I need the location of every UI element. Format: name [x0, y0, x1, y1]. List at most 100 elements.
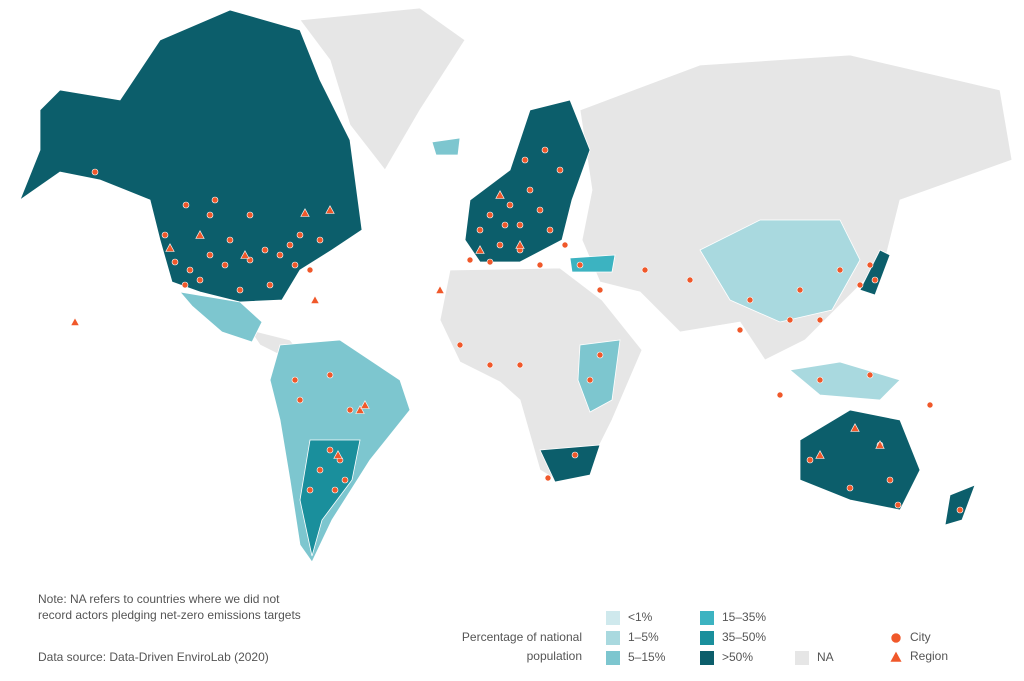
city-marker	[536, 206, 544, 214]
city-marker	[261, 246, 269, 254]
city-marker	[186, 266, 194, 274]
city-marker	[196, 276, 204, 284]
city-marker	[596, 351, 604, 359]
legend-swatch	[700, 651, 714, 665]
city-marker	[246, 211, 254, 219]
region-marker	[165, 243, 175, 252]
city-marker	[786, 316, 794, 324]
region-marker	[889, 650, 903, 663]
legend-swatch	[700, 611, 714, 625]
iceland	[431, 137, 461, 156]
city-marker	[886, 476, 894, 484]
city-marker	[856, 281, 864, 289]
region-marker	[195, 230, 205, 239]
city-marker	[496, 241, 504, 249]
region-marker	[360, 400, 370, 409]
legend-label: <1%	[628, 610, 653, 624]
city-marker	[161, 231, 169, 239]
city-marker	[894, 501, 902, 509]
city-marker	[236, 286, 244, 294]
city-marker	[326, 446, 334, 454]
city-marker	[486, 258, 494, 266]
city-marker	[182, 201, 190, 209]
legend-label: NA	[817, 650, 834, 664]
city-marker	[816, 376, 824, 384]
world-map	[19, 7, 1013, 563]
europe	[464, 99, 591, 263]
city-marker	[556, 166, 564, 174]
city-marker	[326, 371, 334, 379]
actor-markers	[70, 146, 964, 514]
city-marker	[536, 261, 544, 269]
mexico	[178, 291, 263, 343]
china	[699, 219, 861, 323]
city-marker	[541, 146, 549, 154]
turkey	[569, 254, 616, 273]
north-america	[19, 9, 363, 303]
city-marker	[181, 281, 189, 289]
region-marker	[333, 450, 343, 459]
city-marker	[306, 266, 314, 274]
city-marker	[926, 401, 934, 409]
legend-swatch	[606, 611, 620, 625]
legend-swatch	[606, 631, 620, 645]
southeast-asia	[789, 361, 901, 401]
city-marker	[641, 266, 649, 274]
city-marker	[171, 258, 179, 266]
city-marker	[871, 276, 879, 284]
africa	[439, 267, 643, 483]
note-line: record actors pledging net-zero emission…	[38, 608, 301, 622]
legend-label: City	[910, 630, 931, 644]
city-marker	[276, 251, 284, 259]
region-marker	[70, 317, 80, 326]
australia	[799, 409, 921, 511]
japan	[859, 249, 891, 296]
city-marker	[776, 391, 784, 399]
city-marker	[516, 361, 524, 369]
city-marker	[296, 231, 304, 239]
city-marker	[836, 266, 844, 274]
region-marker	[355, 405, 365, 414]
legend-label: Region	[910, 649, 948, 663]
region-marker	[325, 205, 335, 214]
city-marker	[476, 226, 484, 234]
city-marker	[526, 186, 534, 194]
legend-swatch	[606, 651, 620, 665]
region-marker	[435, 285, 445, 294]
city-marker	[291, 376, 299, 384]
argentina	[299, 439, 361, 557]
city-marker	[221, 261, 229, 269]
city-marker	[796, 286, 804, 294]
city-marker	[91, 168, 99, 176]
city-marker	[546, 226, 554, 234]
region-marker	[495, 190, 505, 199]
city-marker	[296, 396, 304, 404]
city-marker	[866, 261, 874, 269]
region-marker	[310, 295, 320, 304]
legend-label: >50%	[722, 650, 753, 664]
city-marker	[486, 211, 494, 219]
city-marker	[846, 484, 854, 492]
city-marker	[346, 406, 354, 414]
region-marker	[300, 208, 310, 217]
city-marker	[206, 251, 214, 259]
city-marker	[341, 476, 349, 484]
east-africa	[577, 339, 621, 413]
legend-swatch	[700, 631, 714, 645]
legend-label: 15–35%	[722, 610, 766, 624]
city-marker	[586, 376, 594, 384]
city-marker	[501, 221, 509, 229]
city-marker	[596, 286, 604, 294]
city-marker	[890, 632, 902, 644]
legend-swatch	[795, 651, 809, 665]
city-marker	[206, 211, 214, 219]
city-marker	[211, 196, 219, 204]
city-marker	[571, 451, 579, 459]
region-marker	[240, 250, 250, 259]
city-marker	[286, 241, 294, 249]
region-marker	[850, 423, 860, 432]
south-africa	[539, 444, 601, 483]
city-marker	[456, 341, 464, 349]
city-marker	[486, 361, 494, 369]
region-marker	[875, 440, 885, 449]
